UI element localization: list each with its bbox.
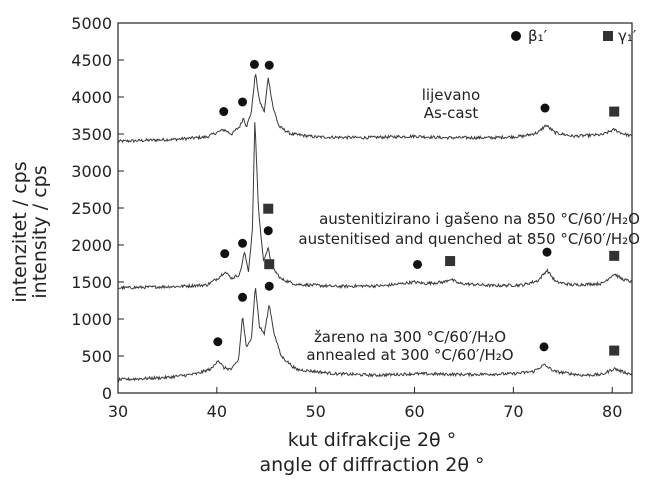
x-tick-label-70: 70 xyxy=(503,402,523,421)
y-tick-label-2000: 2000 xyxy=(71,236,112,255)
legend-circle-marker xyxy=(511,31,521,41)
series-layer xyxy=(117,74,633,383)
circle-peak-marker xyxy=(264,281,274,291)
x-tick-label-40: 40 xyxy=(207,402,227,421)
circle-peak-marker xyxy=(539,342,549,352)
x-tick-label-30: 30 xyxy=(108,402,128,421)
circle-peak-marker xyxy=(219,107,229,117)
circle-peak-marker xyxy=(413,259,423,269)
legend-label-beta: β₁′ xyxy=(528,27,548,45)
y-tick-label-3500: 3500 xyxy=(71,125,112,144)
plot-frame xyxy=(117,22,633,394)
y-tick-label-4000: 4000 xyxy=(71,88,112,107)
legend-square-marker xyxy=(603,31,613,41)
annotation-quenched-en: austenitised and quenched at 850 °C/60′/… xyxy=(298,230,640,248)
circle-peak-marker xyxy=(213,337,223,347)
annotation-annealed-hr: žareno na 300 °C/60′/H₂O xyxy=(314,328,506,346)
y-axis-label: intenzitet / cps xyxy=(9,161,31,302)
circle-peak-marker xyxy=(263,226,273,236)
square-peak-marker xyxy=(264,259,275,270)
y-tick-label-4500: 4500 xyxy=(71,51,112,70)
circle-peak-marker xyxy=(238,292,248,302)
y-tick-label-500: 500 xyxy=(81,347,112,366)
circle-peak-marker xyxy=(220,249,230,259)
square-peak-marker xyxy=(263,203,274,214)
circle-peak-marker xyxy=(249,59,259,69)
y-axis-label-en: intensity / cps xyxy=(29,165,51,298)
circle-peak-marker xyxy=(540,103,550,113)
legend: β₁′ γ₁′ xyxy=(511,27,637,45)
x-tick-label-80: 80 xyxy=(602,402,622,421)
x-axis-label-en: angle of diffraction 2θ ° xyxy=(259,454,484,476)
series-line-2 xyxy=(118,122,633,291)
square-peak-marker xyxy=(445,256,456,267)
annotation-as-cast-hr: lijevano xyxy=(422,86,480,104)
x-tick-label-60: 60 xyxy=(404,402,424,421)
y-tick-label-5000: 5000 xyxy=(71,14,112,33)
legend-label-gamma: γ₁′ xyxy=(618,27,637,45)
x-tick-label-50: 50 xyxy=(306,402,326,421)
square-peak-marker xyxy=(609,250,620,261)
series-annotations: lijevano As-cast austenitizirano i gašen… xyxy=(298,86,640,364)
circle-peak-marker xyxy=(264,60,274,70)
series-line-1 xyxy=(117,74,633,144)
series-line-3 xyxy=(117,288,633,383)
y-tick-label-2500: 2500 xyxy=(71,199,112,218)
y-tick-label-0: 0 xyxy=(102,384,112,403)
peak-markers xyxy=(213,59,620,356)
circle-peak-marker xyxy=(238,97,248,107)
tick-labels: 30 40 50 60 70 80 0 500 1000 1500 2000 2500 3000 3500… xyxy=(71,14,622,421)
square-peak-marker xyxy=(609,345,620,356)
y-tick-label-3000: 3000 xyxy=(71,162,112,181)
annotation-as-cast-en: As-cast xyxy=(424,104,479,122)
annotation-quenched-hr: austenitizirano i gašeno na 850 °C/60′/H… xyxy=(319,210,640,228)
annotation-annealed-en: annealed at 300 °C/60′/H₂O xyxy=(306,346,513,364)
circle-peak-marker xyxy=(238,238,248,248)
y-tick-label-1500: 1500 xyxy=(71,273,112,292)
circle-peak-marker xyxy=(542,247,552,257)
y-tick-label-1000: 1000 xyxy=(71,310,112,329)
square-peak-marker xyxy=(609,106,620,117)
x-axis-label: kut difrakcije 2θ ° xyxy=(288,429,456,451)
